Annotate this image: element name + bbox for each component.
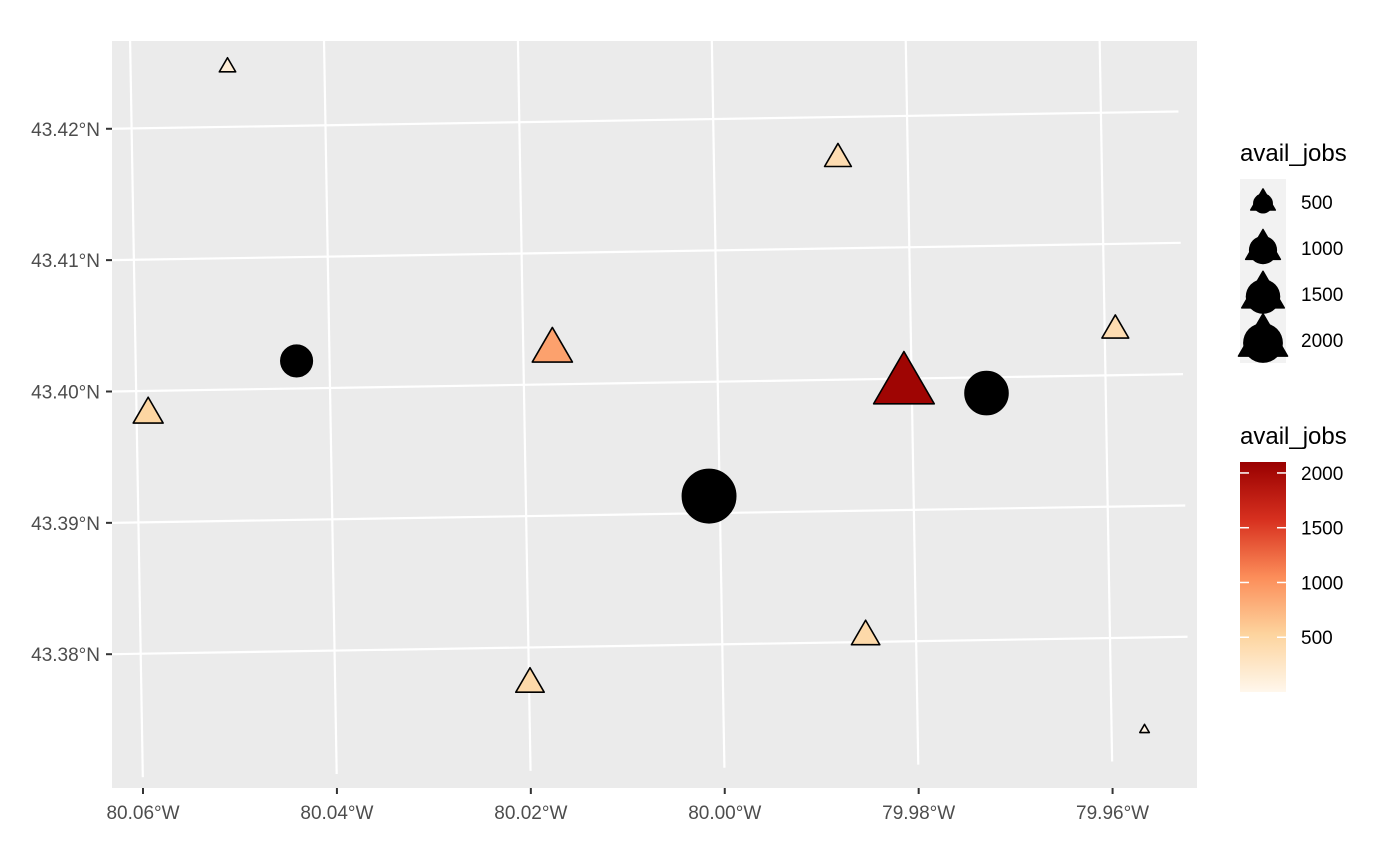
location-triangle-marker [850,619,881,646]
color-legend: avail_jobs 500 1000 1500 2000 [1240,423,1347,692]
location-circle-marker [280,344,314,378]
parallel-gridline [92,110,1179,131]
location-triangle-marker [132,396,164,424]
y-tick-label: 43.42°N [31,120,100,141]
parallel-gridline [97,373,1184,393]
location-triangle-marker [1101,314,1130,339]
y-tick-label: 43.40°N [31,382,100,403]
y-axis: 43.38°N 43.39°N 43.40°N 43.41°N 43.42°N [31,120,112,666]
size-key-triangle [1244,228,1282,261]
y-tick-label: 43.38°N [31,645,100,666]
colorbar-label: 2000 [1301,464,1343,485]
x-tick-label: 79.96°W [1076,803,1149,824]
location-triangle-marker [872,350,936,405]
size-key-triangle [1249,188,1277,211]
x-tick-label: 80.06°W [106,803,179,824]
parallel-gridline [95,241,1181,262]
location-circle-marker [681,468,737,524]
colorbar-label: 1500 [1301,519,1343,540]
location-circle-marker [964,370,1009,416]
y-tick-label: 43.41°N [31,251,100,272]
parallel-gridline [99,504,1186,525]
x-tick-label: 80.04°W [300,803,373,824]
size-key-triangle [1240,270,1286,309]
location-triangle-marker [531,326,574,363]
parallel-gridline [101,635,1188,656]
x-tick-label: 80.00°W [688,803,761,824]
location-triangle-marker [1139,723,1151,734]
x-tick-label: 80.02°W [494,803,567,824]
x-axis: 80.06°W 80.04°W 80.02°W 80.00°W 79.98°W 79.96… [106,788,1149,824]
size-legend-label: 1000 [1301,239,1343,260]
x-tick-label: 79.98°W [882,803,955,824]
size-legend-title: avail_jobs [1240,140,1347,167]
size-legend-label: 2000 [1301,331,1343,352]
color-legend-title: avail_jobs [1240,423,1347,450]
size-legend: avail_jobs 500 1000 1500 2000 [1237,140,1347,363]
y-tick-label: 43.39°N [31,514,100,535]
colorbar-label: 1000 [1301,573,1343,594]
data-points [132,56,1151,734]
size-legend-label: 1500 [1301,285,1343,306]
location-triangle-marker [218,56,237,73]
location-triangle-marker [514,666,545,694]
size-legend-label: 500 [1301,193,1333,214]
plot-panel [112,41,1197,788]
colorbar [1240,462,1286,692]
size-key-triangle [1237,313,1289,357]
location-triangle-marker [823,142,853,168]
colorbar-label: 500 [1301,628,1333,649]
